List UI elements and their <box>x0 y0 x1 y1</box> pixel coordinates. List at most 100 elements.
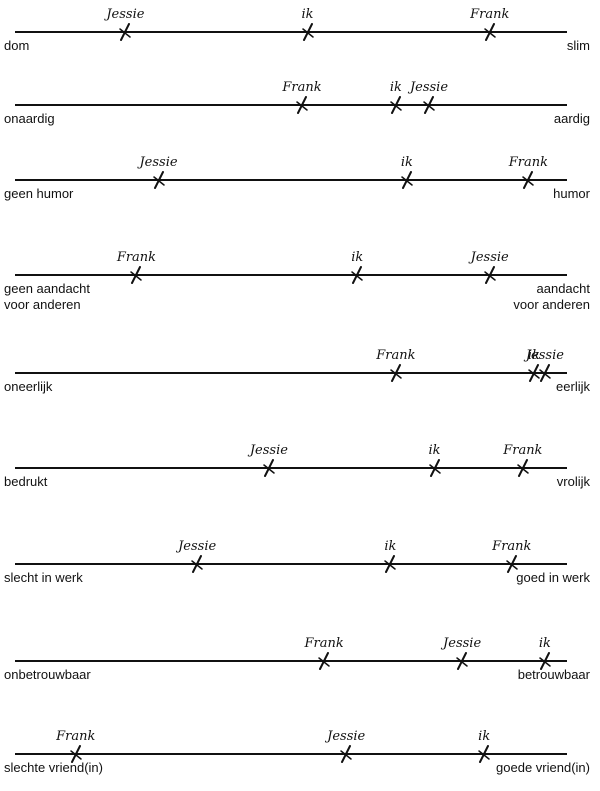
scale-right-label: betrouwbaar <box>518 667 590 683</box>
scale-left-label: onbetrouwbaar <box>4 667 91 683</box>
cross-icon <box>119 23 132 41</box>
scale-right-label: humor <box>553 186 590 202</box>
mark-name: Frank <box>304 636 344 651</box>
cross-icon <box>390 364 402 382</box>
scale-left-label: onaardig <box>4 111 55 127</box>
label-line: voor anderen <box>513 297 590 312</box>
scale-line <box>15 563 567 565</box>
mark-name: Frank <box>470 7 510 22</box>
mark-name: Frank <box>116 250 157 265</box>
scale-right-label: vrolijk <box>557 474 590 490</box>
cross-icon <box>390 96 402 114</box>
cross-icon <box>191 555 203 573</box>
mark-name: Jessie <box>139 155 178 170</box>
scale-line <box>15 753 567 755</box>
label-line: goede vriend(in) <box>496 760 590 775</box>
label-line: bedrukt <box>4 474 48 489</box>
mark-name: Frank <box>508 155 548 170</box>
scale-right-label: goed in werk <box>516 570 590 586</box>
scale-right-label: eerlijk <box>556 379 590 395</box>
scale-left-label: slechte vriend(in) <box>4 760 103 776</box>
label-line: dom <box>4 38 30 53</box>
scale-line <box>15 274 567 276</box>
mark-name: Jessie <box>525 348 564 363</box>
cross-icon <box>296 96 308 114</box>
mark-name: ik <box>351 250 364 265</box>
scale-right-label: goede vriend(in) <box>496 760 590 776</box>
cross-icon <box>456 652 468 670</box>
cross-icon <box>539 364 551 382</box>
scale-left-label: slecht in werk <box>4 570 83 586</box>
mark-name: ik <box>384 539 397 554</box>
cross-icon <box>528 364 540 382</box>
label-line: eerlijk <box>556 379 590 394</box>
scale-left-label: dom <box>4 38 29 54</box>
mark-name: Jessie <box>249 443 288 458</box>
cross-icon <box>522 171 535 189</box>
cross-icon <box>340 745 352 763</box>
mark-name: ik <box>301 7 314 22</box>
mark-name: Jessie <box>178 539 217 554</box>
scale-line <box>15 660 567 662</box>
cross-icon <box>401 171 413 189</box>
mark-name: Frank <box>56 729 96 744</box>
scale-left-label: bedrukt <box>4 474 47 490</box>
mark-name: ik <box>389 80 402 95</box>
mark-name: Jessie <box>106 7 145 22</box>
cross-icon <box>263 459 275 477</box>
mark-name: ik <box>428 443 441 458</box>
mark-name: Jessie <box>409 80 449 95</box>
cross-icon <box>478 745 490 763</box>
mark-name: Frank <box>492 539 532 554</box>
cross-icon <box>301 23 314 41</box>
scale-line <box>15 104 567 106</box>
scale-line <box>15 31 567 33</box>
label-line: onaardig <box>4 111 55 126</box>
mark-name: Jessie <box>443 636 482 651</box>
label-line: vrolijk <box>556 474 590 489</box>
cross-icon <box>152 171 165 189</box>
cross-icon <box>517 459 529 477</box>
scale-right-label: aardig <box>554 111 590 127</box>
label-line: slim <box>566 38 590 53</box>
label-line: humor <box>553 186 590 201</box>
cross-icon <box>130 266 143 284</box>
label-line: aardig <box>553 111 590 126</box>
cross-icon <box>423 96 435 114</box>
mark-name: Frank <box>503 443 543 458</box>
scale-right-label: slim <box>567 38 590 54</box>
cross-icon <box>318 652 330 670</box>
label-line: betrouwbaar <box>517 667 590 682</box>
cross-icon <box>428 459 441 477</box>
cross-icon <box>483 23 496 41</box>
mark-name: Jessie <box>470 250 509 265</box>
mark-name: ik <box>400 155 413 170</box>
label-line: oneerlijk <box>4 379 53 394</box>
label-line: voor anderen <box>4 297 81 312</box>
label-line: slecht in werk <box>4 570 83 585</box>
label-line: goed in werk <box>516 570 590 585</box>
cross-icon <box>483 266 496 284</box>
label-line: slechte vriend(in) <box>4 760 103 775</box>
cross-icon <box>351 266 363 284</box>
label-line: geen humor <box>4 186 74 201</box>
mark-name: Frank <box>282 80 322 95</box>
scale-right-label: aandacht voor anderen <box>513 281 590 313</box>
scale-line <box>15 372 567 374</box>
scale-left-label: oneerlijk <box>4 379 52 395</box>
mark-name: ik <box>527 348 540 363</box>
scale-left-label: geen aandacht voor anderen <box>4 281 90 313</box>
scale-line <box>15 467 567 469</box>
label-line: onbetrouwbaar <box>4 667 91 682</box>
mark-name: Jessie <box>327 729 366 744</box>
mark-name: ik <box>538 636 551 651</box>
label-line: geen aandacht <box>4 281 91 296</box>
cross-icon <box>506 555 518 573</box>
scale-left-label: geen humor <box>4 186 73 202</box>
mark-name: ik <box>478 729 491 744</box>
cross-icon <box>539 652 551 670</box>
cross-icon <box>384 555 397 573</box>
label-line: aandacht <box>536 281 591 296</box>
mark-name: Frank <box>376 348 416 363</box>
scale-line <box>15 179 567 181</box>
